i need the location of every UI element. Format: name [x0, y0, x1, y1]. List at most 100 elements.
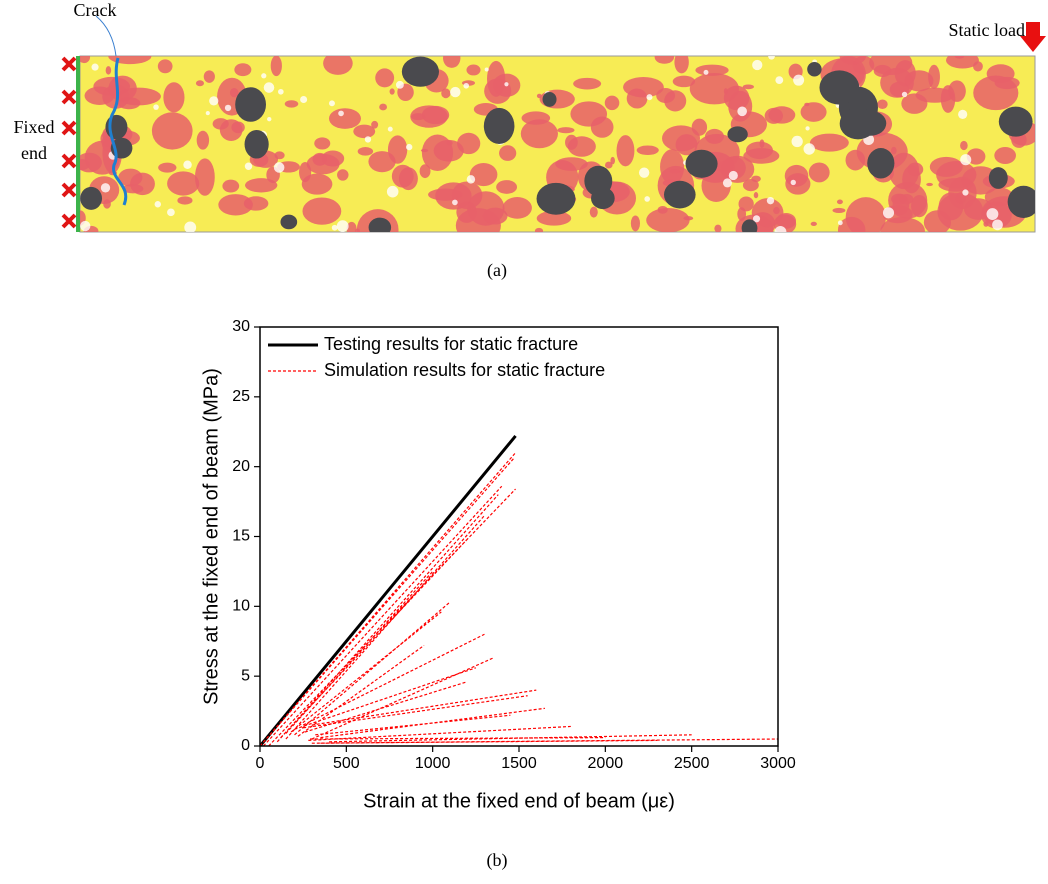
phase-blob: [520, 119, 558, 149]
x-tick-label: 2500: [674, 755, 710, 772]
phase-blob: [284, 100, 299, 108]
void: [91, 63, 99, 71]
void: [775, 76, 784, 85]
phase-blob: [938, 192, 964, 221]
phase-blob: [776, 212, 797, 229]
phase-blob: [674, 56, 689, 74]
void: [737, 106, 747, 117]
void: [205, 111, 210, 116]
void: [100, 183, 111, 193]
phase-blob: [604, 161, 613, 169]
aggregate: [368, 217, 392, 232]
x-mark: [61, 89, 77, 105]
void: [463, 82, 470, 89]
x-mark: [61, 182, 77, 198]
void: [774, 226, 787, 232]
x-tick-label: 2000: [588, 755, 624, 772]
x-mark: [61, 120, 77, 136]
phase-blob: [902, 165, 921, 194]
phase-blob: [353, 124, 376, 139]
void: [154, 201, 161, 208]
phase-blob: [810, 221, 817, 226]
void: [395, 80, 404, 89]
legend-label: Testing results for static fracture: [324, 334, 578, 354]
phase-blob: [321, 150, 345, 167]
void: [184, 221, 197, 232]
phase-blob: [234, 63, 252, 77]
void: [992, 219, 1003, 231]
phase-blob: [441, 88, 451, 99]
phase-blob: [880, 67, 914, 98]
phase-blob: [411, 113, 426, 121]
phase-blob: [122, 184, 144, 194]
void: [791, 135, 803, 148]
void: [644, 196, 650, 202]
void: [406, 143, 413, 151]
phase-blob: [102, 84, 130, 109]
phase-blob: [157, 59, 173, 74]
chart: 0 500 1000 1500 2000 2500 3000 0 5 10 15 20 25 30 Stra…: [200, 318, 796, 812]
phase-blob: [904, 70, 934, 92]
aggregate: [741, 219, 758, 232]
phase-blob: [557, 127, 575, 134]
x-mark: [61, 213, 77, 229]
phase-blob: [398, 167, 418, 191]
phase-blob: [809, 133, 849, 152]
phase-blob: [672, 75, 696, 88]
phase-blob: [839, 56, 867, 65]
void: [638, 167, 650, 178]
aggregate: [483, 107, 515, 145]
void: [153, 104, 159, 110]
void: [364, 136, 372, 143]
phase-blob: [837, 216, 866, 232]
phase-blob: [723, 88, 728, 95]
support-marks: [61, 56, 77, 229]
y-tick-label: 30: [232, 318, 250, 335]
void: [766, 196, 775, 205]
phase-blob: [616, 135, 635, 167]
phase-blob: [610, 156, 615, 165]
x-axis-label: Strain at the fixed end of beam (με): [363, 790, 675, 812]
phase-blob: [836, 199, 843, 205]
phase-blob: [421, 134, 454, 171]
phase-blob: [469, 163, 498, 187]
phase-blob: [536, 210, 572, 226]
void: [263, 82, 275, 93]
void: [278, 88, 284, 95]
phase-blob: [243, 196, 269, 211]
phase-blob: [714, 224, 722, 232]
phase-blob: [167, 171, 200, 196]
phase-blob: [966, 148, 986, 165]
phase-blob: [573, 77, 602, 90]
phase-blob: [466, 64, 481, 76]
void: [267, 116, 272, 122]
void: [837, 220, 843, 226]
phase-blob: [742, 84, 755, 90]
y-tick-label: 15: [232, 528, 250, 545]
phase-blob: [689, 73, 739, 105]
phase-blob: [534, 227, 544, 232]
void: [882, 207, 895, 219]
phase-blob: [443, 56, 461, 68]
void: [986, 208, 999, 220]
x-tick-label: 3000: [760, 755, 796, 772]
crack-label: Crack: [74, 0, 117, 20]
phase-blob: [502, 197, 532, 219]
phase-blob: [203, 70, 215, 83]
y-tick-label: 10: [232, 598, 250, 615]
phase-blob: [800, 102, 827, 122]
crack-pointer: [95, 15, 117, 57]
fixed-label: Fixed: [13, 117, 54, 137]
void: [80, 220, 91, 232]
phase-blob: [158, 162, 177, 173]
void: [962, 189, 969, 196]
aggregate: [536, 182, 576, 215]
void: [703, 69, 709, 75]
void: [960, 154, 972, 166]
void: [722, 178, 732, 188]
microstructure-image: Crack Static load Fixed end: [13, 0, 1046, 233]
phase-blob: [218, 194, 253, 216]
void: [224, 104, 232, 112]
